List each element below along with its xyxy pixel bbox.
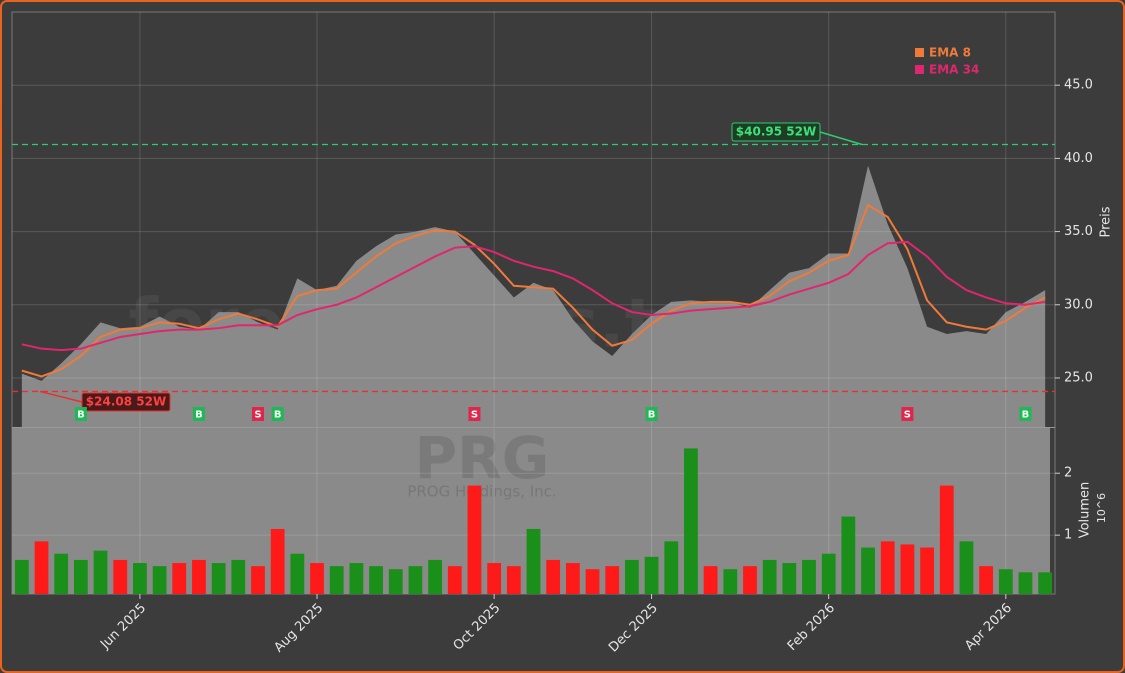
volume-bar [644,556,659,594]
y-tick-label: 2 [1064,466,1072,481]
volume-bar [1038,572,1053,594]
volume-bar [467,485,482,594]
volume-bar [369,566,383,594]
volume-bar [526,528,541,594]
volume-bar [959,541,974,594]
volume-bar [152,566,167,594]
signal-label: B [195,410,203,421]
y-tick-label: 30.0 [1064,297,1093,312]
volume-bar [546,559,561,594]
legend-label: EMA 34 [929,63,979,77]
volume-bar [172,563,187,594]
signal-label: B [274,410,282,421]
signal-marker [271,407,284,421]
y-tick-label: 45.0 [1064,78,1093,93]
y-tick-label: 25.0 [1064,370,1093,385]
volume-bar [310,563,324,594]
volume-bar [1018,572,1033,594]
signal-marker [192,407,205,421]
volume-offset: 10^6 [1095,493,1108,523]
signal-label: B [77,410,85,421]
volume-bar [861,547,875,594]
volume-bar [329,566,344,594]
high-arrow [819,131,863,146]
signal-marker [251,407,264,421]
volume-bar [979,566,994,594]
signal-marker [901,407,914,421]
volume-bar [998,569,1013,594]
volume-bar [900,544,915,594]
legend-swatch [915,65,924,74]
volume-bar [14,559,29,594]
volume-bar [93,550,108,594]
volume-bar [231,559,246,594]
ema-line [21,203,1046,378]
high-label: $40.95 52W [736,125,816,139]
signal-label: B [648,410,656,421]
watermark-company: PROG Holdings, Inc. [407,483,556,501]
volume-bar [880,541,895,594]
signal-label: B [1022,410,1030,421]
volume-bar [73,559,88,594]
signal-marker [1019,407,1032,421]
signal-marker [468,407,481,421]
volume-bar [428,559,442,594]
volume-bar [920,547,934,594]
volume-bar [290,553,305,594]
volume-bar [487,563,502,594]
volume-bar [349,563,364,594]
volume-bar [133,563,147,594]
volume-bar [723,569,738,594]
volume-bar [782,563,797,594]
volume-bar [565,563,580,594]
volume-bar [192,559,206,594]
low-label-box [81,392,171,412]
volume-bar [664,541,679,594]
low-arrow [39,390,83,403]
legend-swatch [915,48,924,57]
volume-bar [506,566,521,594]
volume-bar [684,448,698,594]
volume-bar [388,569,403,594]
volume-bar [34,541,49,594]
legend-label: EMA 8 [929,46,971,60]
price-area [21,165,1046,427]
signal-label: S [471,410,478,421]
volume-bar [841,516,856,594]
y-tick-label: 1 [1064,528,1072,543]
volume-bar [802,559,816,594]
volume-bar [113,559,128,594]
volume-bar [270,528,285,594]
y-tick-label: 40.0 [1064,151,1093,166]
volume-bar [939,485,954,594]
volume-bar [251,566,265,594]
volume-bar [54,553,69,594]
signal-marker [74,407,87,421]
volume-bar [762,559,777,594]
volume-bar [447,566,462,594]
ema-line [21,240,1046,352]
y-axis-label: Preis [1099,206,1114,237]
signal-label: S [254,410,261,421]
volume-bar [821,553,836,594]
low-label: $24.08 52W [86,395,166,409]
volume-bar [625,559,639,594]
watermark-symbol: PRG [415,424,550,492]
volume-bar [743,566,757,594]
signal-label: S [904,410,911,421]
volume-bar [703,566,718,594]
volume-bar [408,566,423,594]
high-label-box [731,122,821,142]
volume-bar [211,563,226,594]
volume-bar [585,569,600,594]
volume-axis-label: Volumen [1078,482,1093,539]
volume-bar [605,566,620,594]
signal-marker [645,407,658,421]
y-tick-label: 35.0 [1064,224,1093,239]
